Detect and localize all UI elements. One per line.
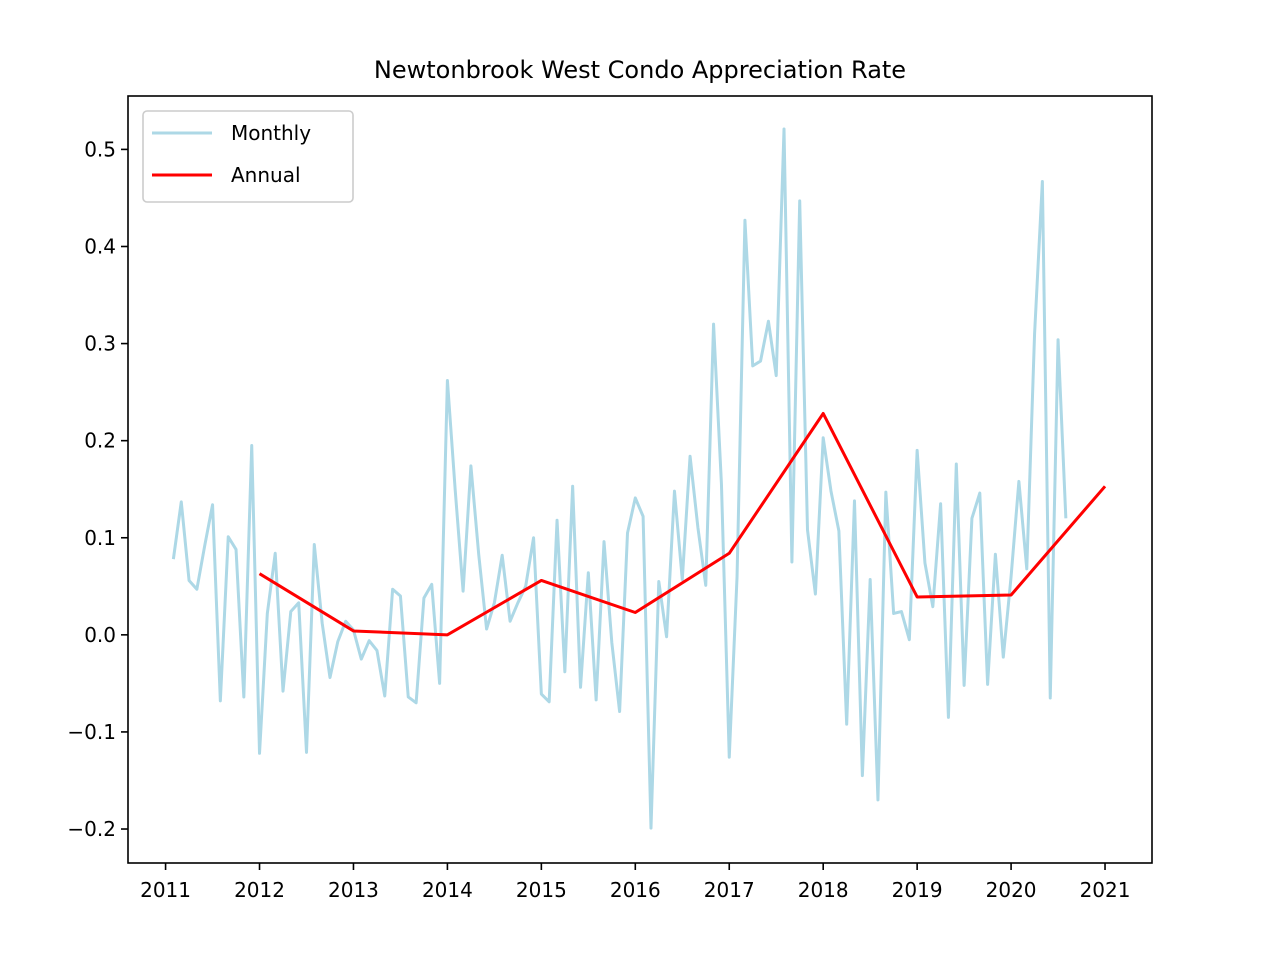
series-layer <box>171 127 1107 830</box>
legend-label-annual: Annual <box>231 163 301 187</box>
chart-title: Newtonbrook West Condo Appreciation Rate <box>374 56 906 84</box>
y-tick-label: −0.1 <box>67 720 116 744</box>
x-tick-label: 2020 <box>986 878 1037 902</box>
x-tick-label: 2014 <box>422 878 473 902</box>
y-tick-label: 0.4 <box>84 234 116 258</box>
series-line-annual <box>258 411 1107 637</box>
x-axis: 2011 2012 2013 2014 2015 2016 2017 2018 2019 2020… <box>140 863 1130 902</box>
x-tick-label: 2021 <box>1080 878 1131 902</box>
x-tick-label: 2018 <box>798 878 849 902</box>
x-tick-label: 2012 <box>234 878 285 902</box>
x-tick-label: 2016 <box>610 878 661 902</box>
y-tick-label: 0.5 <box>84 137 116 161</box>
x-tick-label: 2015 <box>516 878 567 902</box>
y-tick-label: 0.2 <box>84 429 116 453</box>
y-axis: −0.2 −0.1 0.0 0.1 0.2 0.3 0.4 0.5 <box>67 137 128 841</box>
y-tick-label: 0.3 <box>84 332 116 356</box>
x-tick-label: 2013 <box>328 878 379 902</box>
x-tick-label: 2011 <box>140 878 191 902</box>
x-tick-label: 2019 <box>892 878 943 902</box>
y-tick-label: 0.0 <box>84 623 116 647</box>
series-line-monthly <box>171 127 1068 830</box>
plot-frame <box>127 95 1153 864</box>
y-tick-label: −0.2 <box>67 817 116 841</box>
x-tick-label: 2017 <box>704 878 755 902</box>
legend-label-monthly: Monthly <box>231 121 311 145</box>
legend: Monthly Annual <box>142 110 354 203</box>
y-tick-label: 0.1 <box>84 526 116 550</box>
